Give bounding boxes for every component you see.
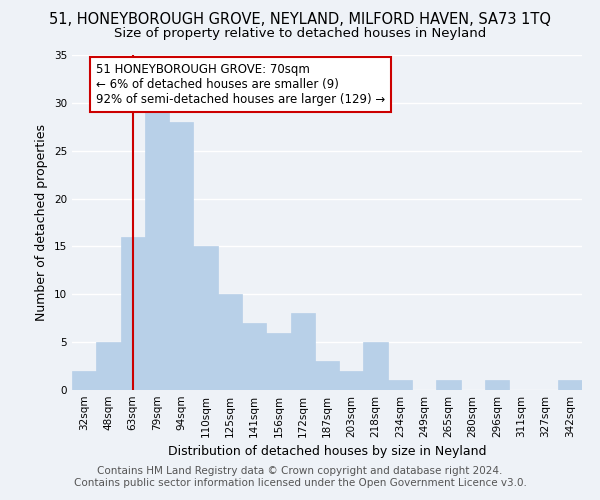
Bar (485, 380, 509, 390)
Bar (72, 371, 96, 390)
X-axis label: Distribution of detached houses by size in Neyland: Distribution of detached houses by size … (168, 446, 486, 458)
Bar (339, 371, 364, 390)
Y-axis label: Number of detached properties: Number of detached properties (35, 124, 49, 321)
Bar (96, 342, 121, 390)
Text: Contains HM Land Registry data © Crown copyright and database right 2024.
Contai: Contains HM Land Registry data © Crown c… (74, 466, 526, 487)
Bar (193, 246, 218, 390)
Bar (242, 323, 266, 390)
Bar (558, 380, 582, 390)
Bar (290, 314, 315, 390)
Bar (145, 112, 169, 390)
Bar (388, 380, 412, 390)
Bar (315, 362, 339, 390)
Text: 51 HONEYBOROUGH GROVE: 70sqm
← 6% of detached houses are smaller (9)
92% of semi: 51 HONEYBOROUGH GROVE: 70sqm ← 6% of det… (96, 62, 386, 106)
Text: Size of property relative to detached houses in Neyland: Size of property relative to detached ho… (114, 28, 486, 40)
Text: 51, HONEYBOROUGH GROVE, NEYLAND, MILFORD HAVEN, SA73 1TQ: 51, HONEYBOROUGH GROVE, NEYLAND, MILFORD… (49, 12, 551, 28)
Bar (266, 332, 290, 390)
Bar (364, 342, 388, 390)
Bar (218, 294, 242, 390)
Bar (169, 122, 193, 390)
Bar (436, 380, 461, 390)
Bar (121, 237, 145, 390)
